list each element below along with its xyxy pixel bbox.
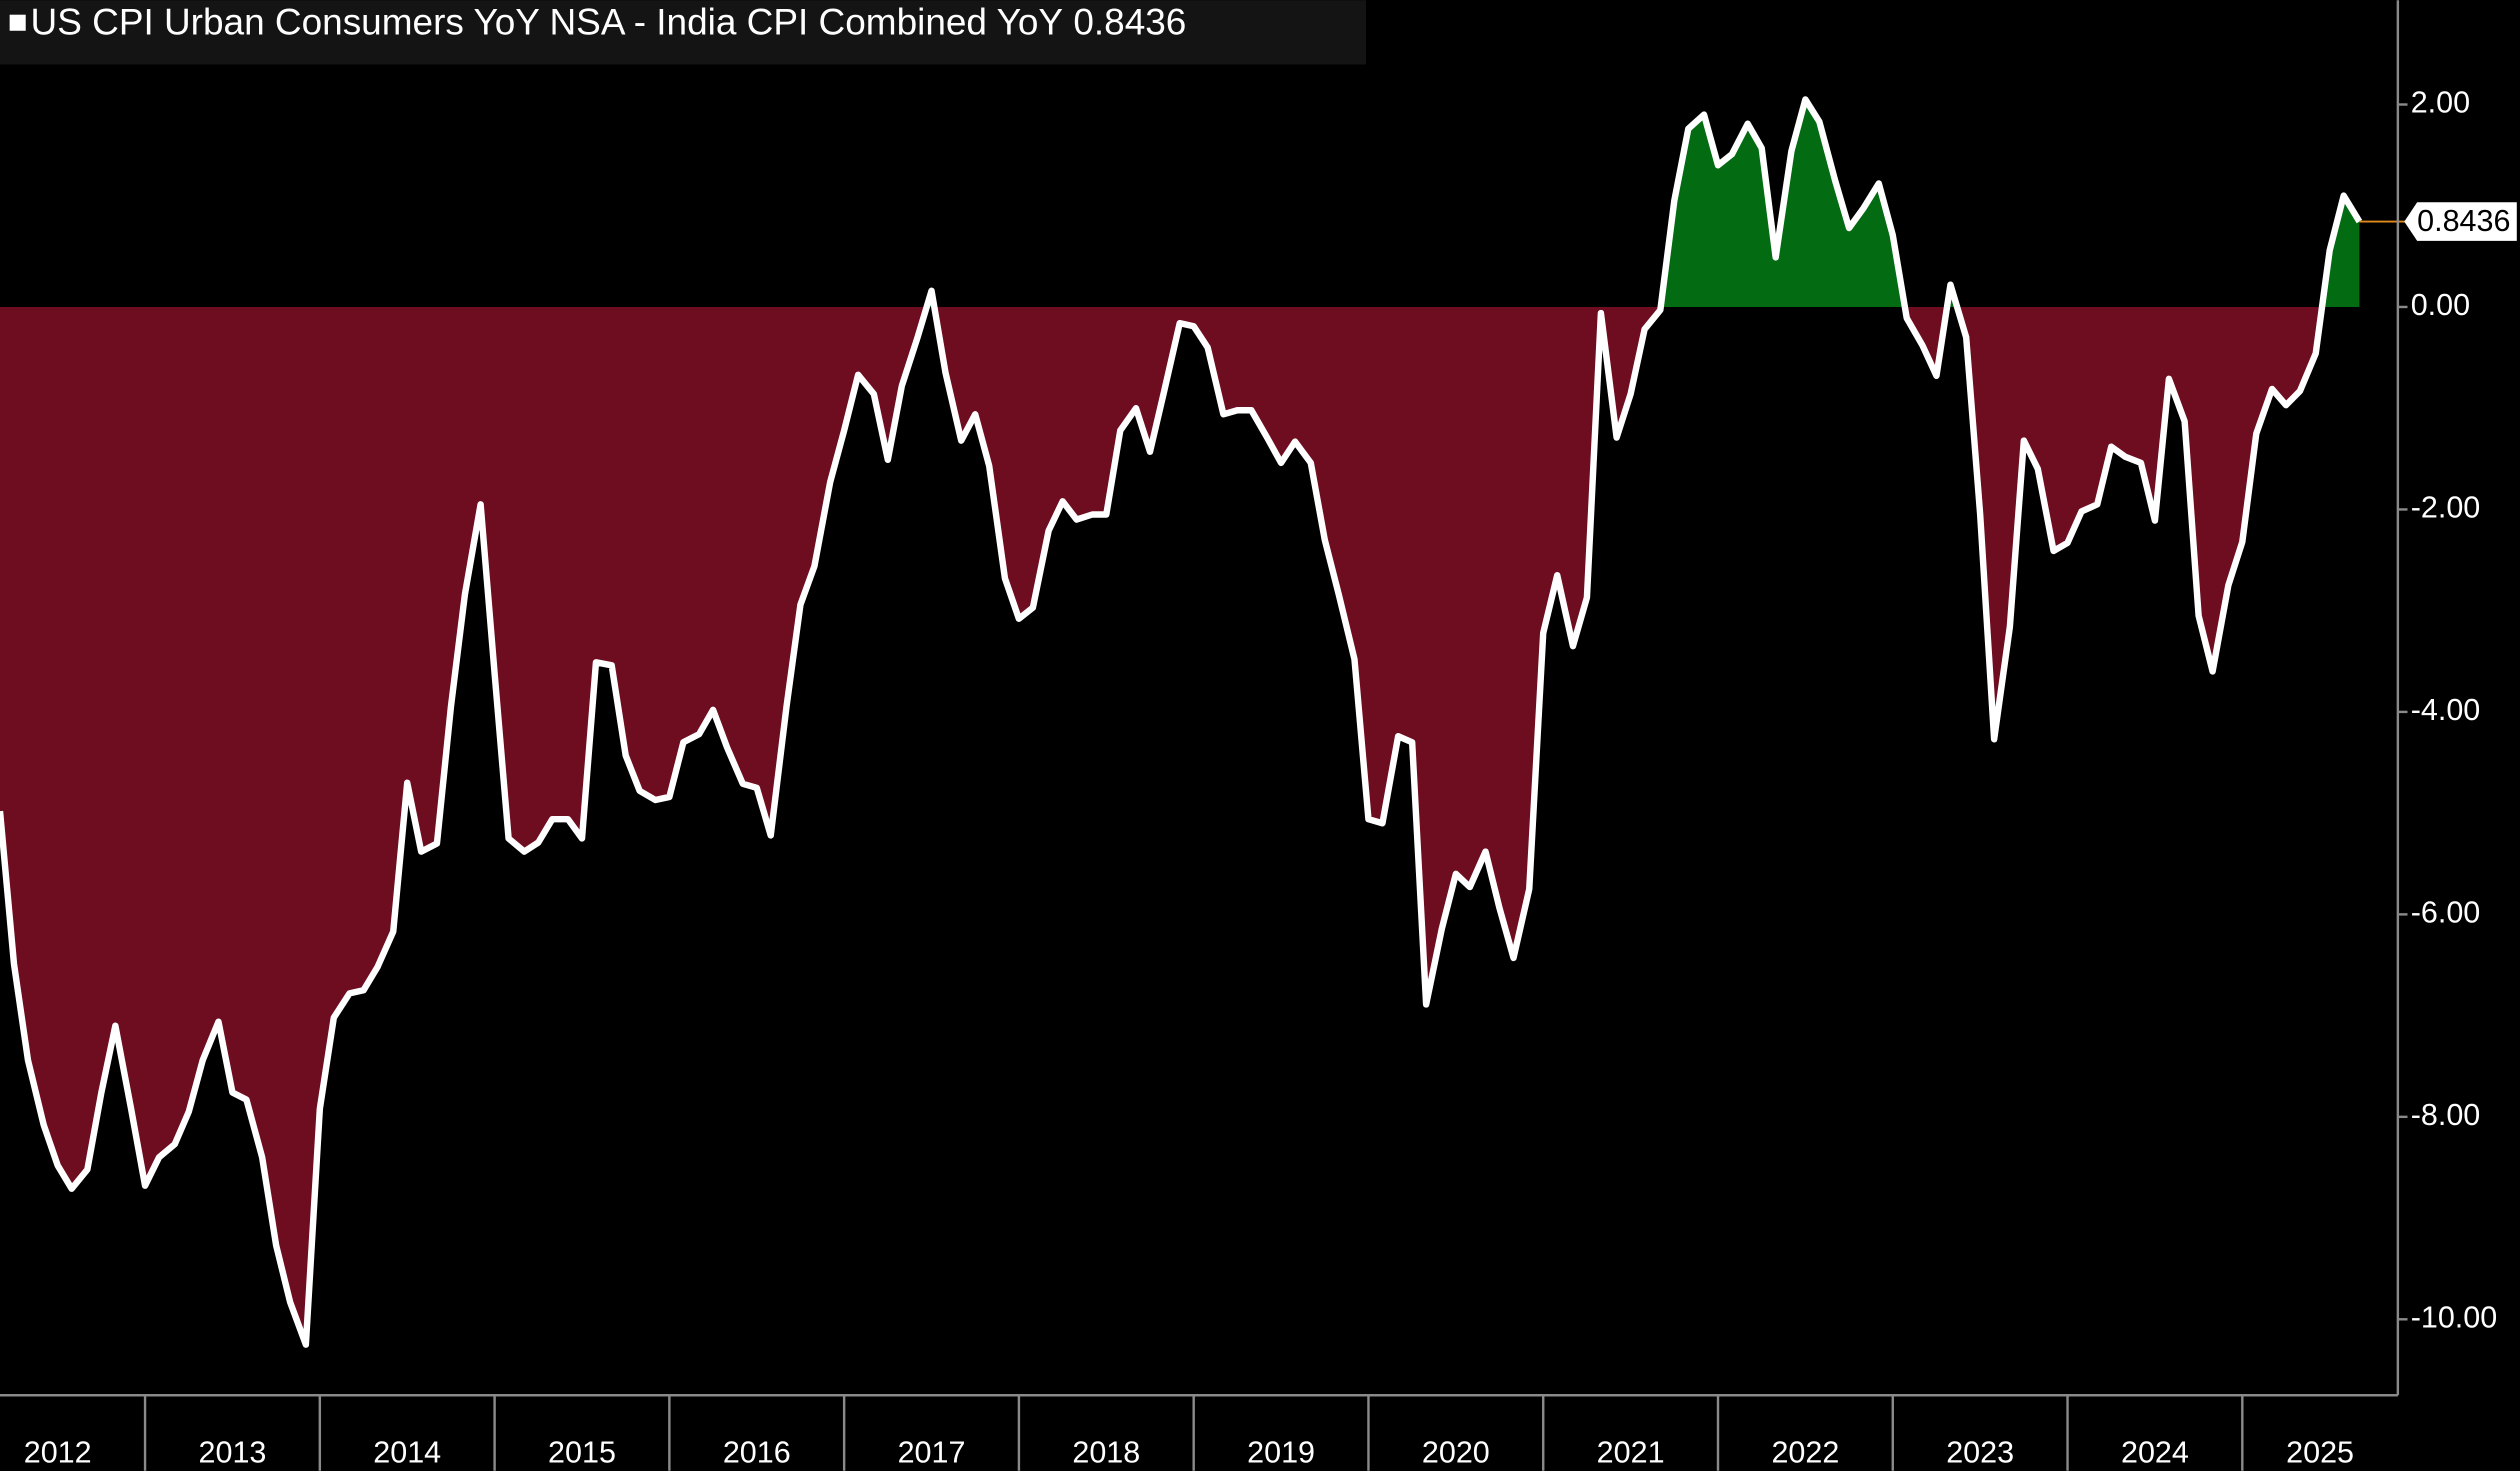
title-box [0, 0, 1367, 65]
y-tick-label: -2.00 [2411, 491, 2481, 525]
x-tick-label: 2017 [898, 1436, 966, 1470]
y-tick-label: -6.00 [2411, 895, 2481, 929]
y-tick-label: -8.00 [2411, 1098, 2481, 1132]
last-value-tag [2404, 202, 2517, 241]
chart-title: US CPI Urban Consumers YoY NSA - India C… [31, 1, 1187, 42]
y-tick-label: -10.00 [2411, 1300, 2498, 1334]
x-tick-label: 2022 [1771, 1436, 1839, 1470]
x-tick-label: 2021 [1597, 1436, 1665, 1470]
y-tick-label: 2.00 [2411, 86, 2470, 120]
x-tick-label: 2014 [373, 1436, 441, 1470]
line [0, 96, 2363, 1348]
legend-entry: US CPI Urban Consumers YoY NSA - India C… [31, 1, 1064, 42]
title-last-value: 0.8436 [1073, 1, 1186, 42]
x-tick-label: 2018 [1072, 1436, 1140, 1470]
y-tick-label: -4.00 [2411, 693, 2481, 727]
x-tick-label: 2015 [548, 1436, 616, 1470]
x-tick-label: 2019 [1247, 1436, 1315, 1470]
x-tick-label: 2020 [1422, 1436, 1490, 1470]
x-tick-label: 2013 [199, 1436, 267, 1470]
plot-area [0, 96, 2408, 1348]
legend-swatch [9, 14, 26, 31]
last-value-label: 0.8436 [2417, 204, 2510, 238]
x-tick-label: 2016 [723, 1436, 791, 1470]
area-negative [0, 306, 2323, 1345]
area-positive [0, 99, 2360, 307]
x-tick-label: 2025 [2286, 1436, 2354, 1470]
x-tick-label: 2023 [1946, 1436, 2014, 1470]
y-tick-label: 0.00 [2411, 288, 2470, 322]
x-tick-label: 2024 [2121, 1436, 2189, 1470]
x-tick-label: 2012 [24, 1436, 92, 1470]
